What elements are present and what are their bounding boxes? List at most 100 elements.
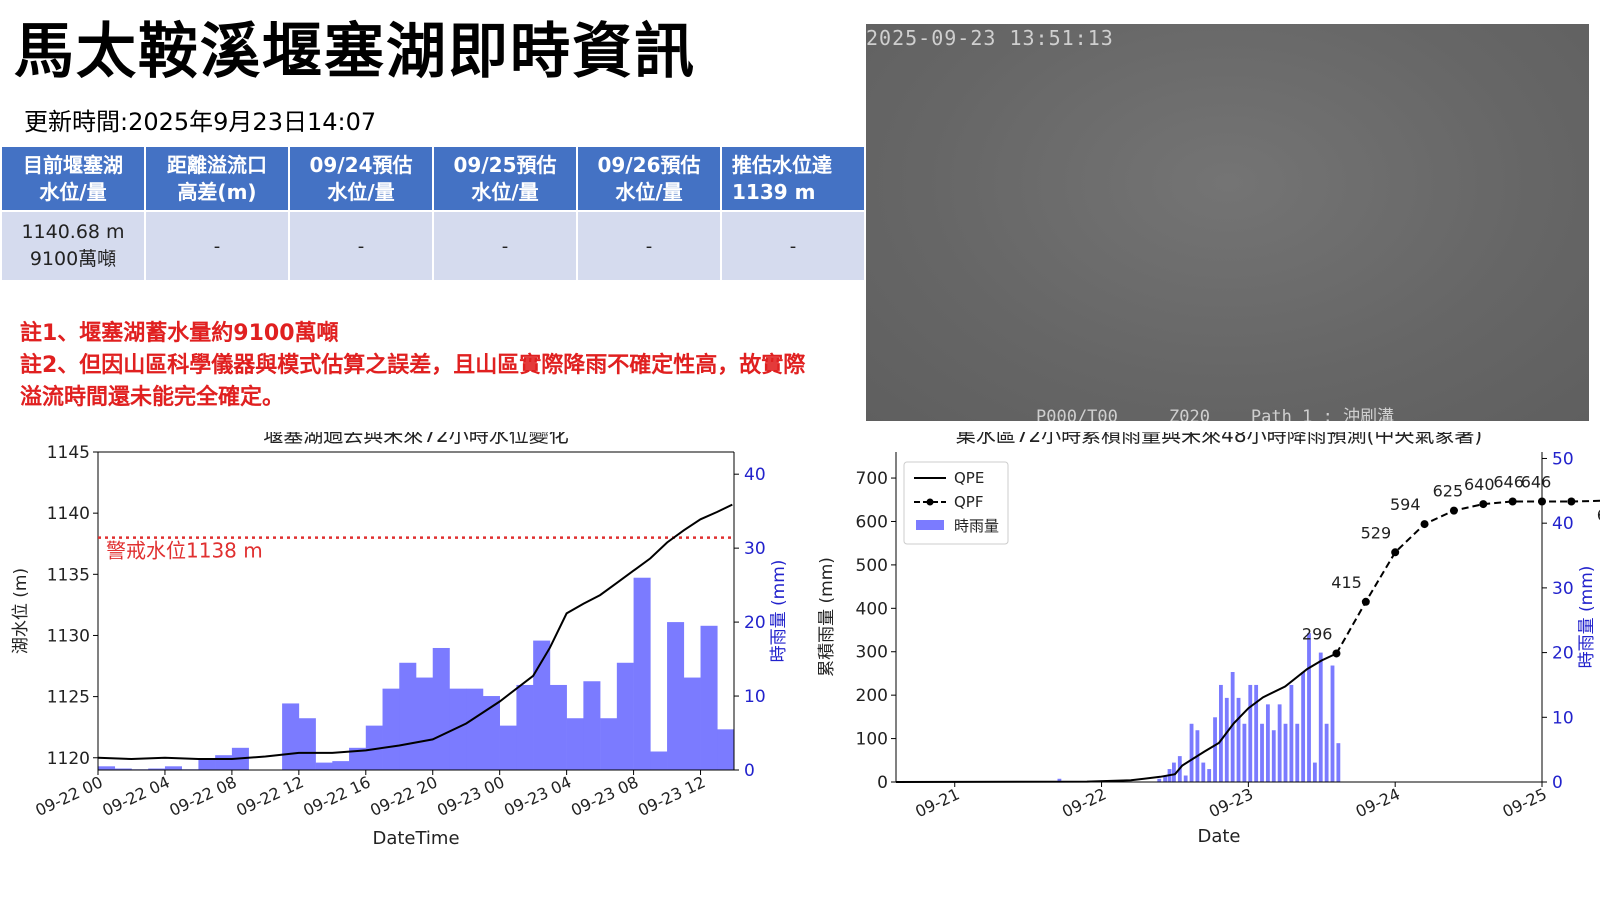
table-cell: - — [720, 210, 866, 282]
y-tick-label: 500 — [856, 556, 888, 576]
notes: 註1、堰塞湖蓄水量約9100萬噸 註2、但因山區科學儀器與模式估算之誤差，且山區… — [20, 318, 820, 414]
y-tick-label: 1145 — [47, 443, 90, 463]
qpf-point — [1332, 649, 1341, 658]
rain-bar — [449, 688, 467, 770]
rain-bar — [1330, 665, 1335, 782]
rain-bar — [382, 688, 400, 770]
rain-bar — [667, 622, 685, 770]
rain-bar — [1230, 672, 1235, 782]
y2-axis-label: 時雨量 (mm) — [1577, 566, 1597, 669]
table-cell: - — [288, 210, 434, 282]
y2-tick-label: 10 — [744, 687, 766, 707]
x-tick-label: 09-22 — [1059, 784, 1109, 821]
y-tick-label: 1125 — [47, 688, 90, 708]
rain-bar — [198, 758, 216, 770]
x-tick-label: 09-23 00 — [434, 772, 507, 820]
table-header-row: 目前堰塞湖 水位/量 距離溢流口 高差(m) 09/24預估 水位/量 09/25預估… — [0, 145, 866, 212]
rain-bar — [1324, 723, 1329, 782]
y-tick-label: 1140 — [47, 504, 90, 524]
qpf-data-label: 646 — [1493, 473, 1524, 492]
x-tick-label: 09-23 12 — [635, 772, 708, 820]
y2-axis-label: 時雨量 (mm) — [769, 560, 789, 663]
rain-bar — [365, 725, 383, 770]
y2-tick-label: 30 — [744, 539, 766, 559]
qpf-point — [1567, 497, 1576, 506]
rain-bar — [1265, 704, 1270, 782]
header-current-level: 目前堰塞湖 水位/量 — [0, 145, 146, 212]
x-tick-label: 09-23 — [1206, 784, 1256, 821]
x-tick-label: 09-22 20 — [367, 772, 440, 820]
header-forecast-0926: 09/26預估 水位/量 — [576, 145, 722, 212]
header-forecast-0925: 09/25預估 水位/量 — [432, 145, 578, 212]
rain-bar — [1163, 775, 1168, 782]
rain-bar — [533, 640, 551, 770]
rain-bar — [282, 703, 300, 770]
legend-qpf-marker — [926, 498, 934, 506]
rain-bar — [1157, 778, 1162, 782]
rain-bar — [1318, 652, 1323, 782]
y2-tick-label: 40 — [1552, 514, 1574, 534]
qpe-line — [895, 652, 1337, 783]
rain-bar — [583, 681, 601, 770]
rain-bar — [700, 625, 718, 770]
qpf-point — [1479, 500, 1488, 509]
legend-qpe-label: QPE — [954, 469, 984, 487]
rain-bar — [1289, 684, 1294, 782]
camera-osd: P000/T00 Z020 Path 1 : 沖刷溝 — [1036, 407, 1395, 421]
rain-bar — [633, 577, 651, 770]
x-axis-label: Date — [1197, 826, 1240, 847]
table-cell: - — [432, 210, 578, 282]
qpf-point — [1361, 597, 1370, 606]
rain-bar — [1283, 723, 1288, 782]
qpf-data-label: 594 — [1390, 495, 1421, 514]
y-axis-label: 累積雨量 (mm) — [817, 557, 837, 677]
rain-bar — [432, 647, 450, 770]
table-cell: - — [576, 210, 722, 282]
y2-tick-label: 40 — [744, 465, 766, 485]
rain-bar — [1224, 697, 1229, 782]
qpf-point — [1420, 520, 1429, 529]
y-tick-label: 1120 — [47, 749, 90, 769]
y-tick-label: 1130 — [47, 626, 90, 646]
rain-bar — [1219, 684, 1223, 782]
rain-bar — [466, 688, 484, 770]
y2-tick-label: 30 — [1552, 579, 1574, 599]
rain-bar — [399, 662, 417, 770]
table-cell: - — [144, 210, 290, 282]
rain-bar — [315, 762, 333, 770]
rain-bar — [298, 718, 316, 770]
x-tick-label: 09-23 04 — [501, 772, 574, 820]
chart-title: 集水區72小時累積雨量與未來48小時降雨預測(中央氣象署) — [956, 432, 1483, 447]
rain-bar — [1189, 723, 1194, 782]
y2-tick-label: 0 — [1552, 773, 1563, 793]
chart-title: 堰塞湖過去與未來72小時水位變化 — [263, 432, 568, 447]
rain-bar — [215, 755, 233, 770]
qpf-point — [1449, 506, 1458, 515]
rain-bar — [1301, 672, 1306, 782]
qpf-data-label: 646 — [1521, 473, 1552, 492]
x-tick-label: 09-24 — [1353, 784, 1403, 821]
legend-rain-label: 時雨量 — [954, 517, 999, 535]
rain-bar — [98, 766, 116, 770]
camera-feed: 2025-09-23 13:51:13 P000/T00 Z020 Path 1… — [866, 24, 1589, 421]
rain-bar — [349, 747, 367, 770]
x-tick-label: 09-23 08 — [568, 772, 641, 820]
rain-bar — [499, 725, 517, 770]
rain-bar — [566, 718, 584, 770]
note-2: 註2、但因山區科學儀器與模式估算之誤差，且山區實際降雨不確定性高，故實際溢流時間… — [20, 353, 806, 410]
y-tick-label: 700 — [856, 469, 888, 489]
qpf-data-label: 625 — [1433, 482, 1464, 501]
rain-bar — [1271, 730, 1276, 782]
qpf-data-label: 529 — [1361, 523, 1392, 542]
x-tick-label: 09-22 16 — [300, 772, 373, 820]
rain-bar — [332, 761, 350, 770]
water-level-line — [97, 503, 733, 761]
note-1: 註1、堰塞湖蓄水量約9100萬噸 — [20, 321, 339, 346]
rain-bar — [1201, 762, 1206, 782]
y-tick-label: 300 — [856, 643, 888, 663]
y2-tick-label: 0 — [744, 761, 755, 781]
y2-tick-label: 10 — [1552, 708, 1574, 728]
x-tick-label: 09-22 04 — [99, 772, 172, 820]
rain-bar — [1312, 762, 1317, 782]
rain-bar — [148, 768, 166, 770]
